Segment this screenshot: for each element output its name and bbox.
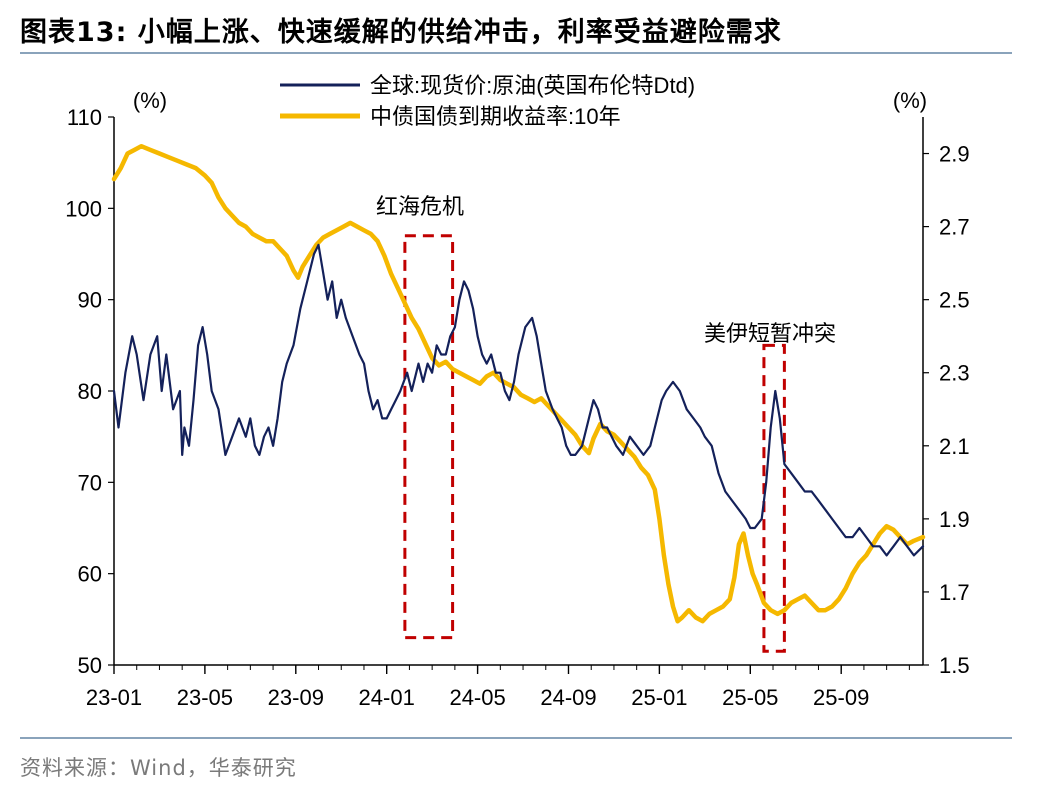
series-lines xyxy=(111,143,926,624)
y-left-tick-label: 100 xyxy=(65,196,102,221)
x-tick-label: 23-05 xyxy=(177,685,233,710)
annotation-label-us-iran: 美伊短暂冲突 xyxy=(704,321,836,346)
legend-label: 中债国债到期收益率:10年 xyxy=(370,104,621,129)
x-tick-label: 24-01 xyxy=(359,685,415,710)
x-tick-label: 24-05 xyxy=(449,685,505,710)
title-divider xyxy=(20,52,1012,54)
y-right-tick-label: 2.5 xyxy=(939,288,970,313)
x-tick-label: 23-01 xyxy=(86,685,142,710)
y-right-unit-label: (%) xyxy=(893,88,927,113)
y-right-tick-label: 2.3 xyxy=(939,361,970,386)
y-right-tick-label: 2.9 xyxy=(939,142,970,167)
y-left-tick-label: 90 xyxy=(78,288,102,313)
y-left-tick-label: 80 xyxy=(78,379,102,404)
series-line-brent xyxy=(112,243,925,557)
footer-divider xyxy=(20,737,1012,739)
y-left-tick-label: 60 xyxy=(78,562,102,587)
y-left-tick-label: 70 xyxy=(78,470,102,495)
y-left-tick-label: 50 xyxy=(78,653,102,678)
annotation-boxes xyxy=(403,234,786,653)
y-right-tick-label: 2.7 xyxy=(939,215,970,240)
chart-labels: 50 60 70 80 90 100 110 1.5 1.7 1.9 2.1 2.3 2.5 2.7 2.9… xyxy=(65,73,969,710)
x-tick-label: 23-09 xyxy=(268,685,324,710)
y-left-tick-label: 110 xyxy=(67,105,102,130)
series-line-cgb10y xyxy=(111,143,926,624)
page-title: 图表13: 小幅上涨、快速缓解的供给冲击，利率受益避险需求 xyxy=(20,17,782,48)
annotation-label-red-sea: 红海危机 xyxy=(376,194,464,219)
y-right-tick-label: 1.7 xyxy=(939,580,970,605)
y-right-tick-label: 2.1 xyxy=(939,434,970,459)
x-tick-label: 25-09 xyxy=(813,685,869,710)
source-note: 资料来源：Wind，华泰研究 xyxy=(20,756,297,780)
y-right-tick-label: 1.5 xyxy=(939,653,970,678)
annotation-box xyxy=(403,234,455,640)
x-tick-label: 24-09 xyxy=(540,685,596,710)
x-tick-label: 25-01 xyxy=(631,685,687,710)
x-tick-label: 25-05 xyxy=(722,685,778,710)
y-right-tick-label: 1.9 xyxy=(939,507,970,532)
legend-label: 全球:现货价:原油(英国布伦特Dtd) xyxy=(370,73,695,98)
annotation-box xyxy=(762,343,786,653)
y-left-unit-label: (%) xyxy=(133,88,167,113)
